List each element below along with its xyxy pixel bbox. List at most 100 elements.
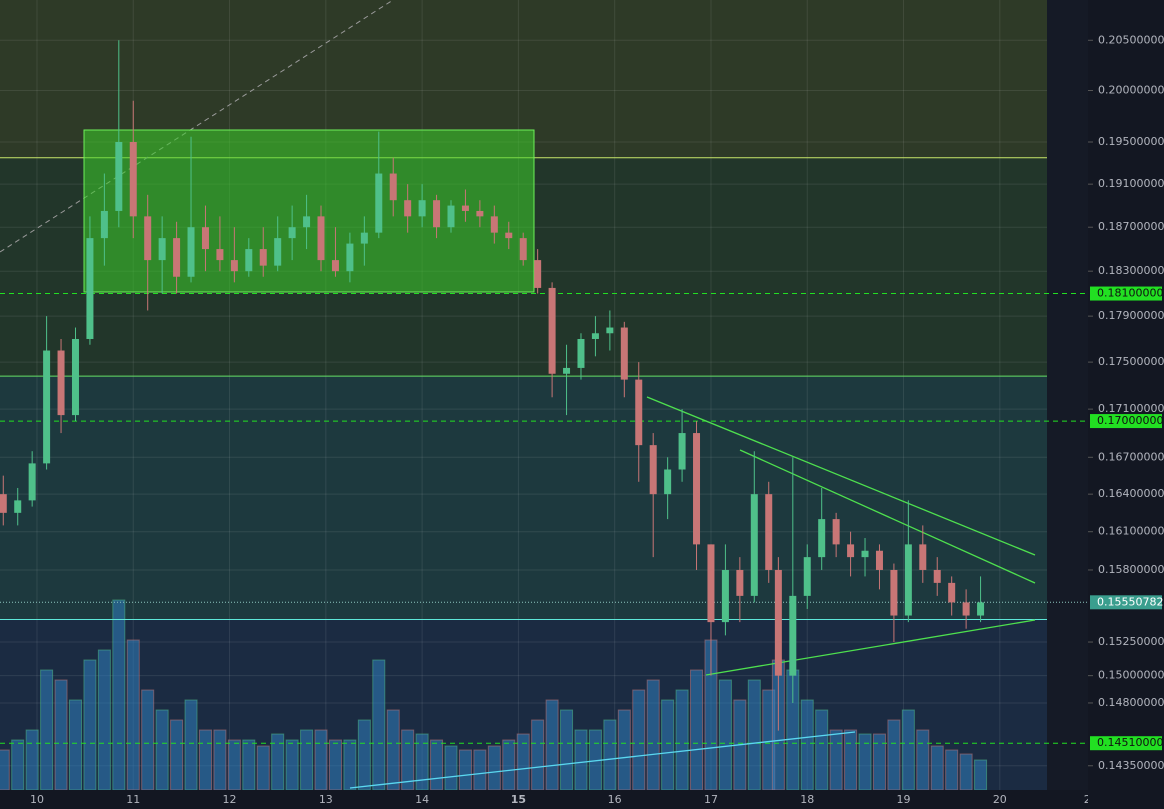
future-area [1047, 0, 1088, 790]
candle-body [447, 205, 455, 228]
volume-bar [83, 659, 97, 790]
y-tick-label: 0.20500000 [1098, 33, 1164, 46]
volume-bar [800, 699, 814, 790]
candle-body [0, 494, 7, 513]
candle-body [875, 550, 883, 570]
candle-body [962, 602, 970, 616]
last-price-bg [1090, 595, 1162, 610]
candle-body [317, 216, 325, 261]
candle-body [230, 260, 238, 272]
candle-body [144, 216, 152, 261]
y-tick-label: 0.16100000 [1098, 525, 1164, 538]
candle-body [187, 227, 195, 277]
volume-bar [959, 753, 973, 790]
volume-bar [901, 709, 915, 790]
volume-bar [829, 729, 843, 790]
candle-body [789, 595, 797, 676]
candle-body [977, 602, 985, 616]
candle-body [803, 557, 811, 596]
candle-body [28, 463, 36, 501]
volume-bar [285, 739, 299, 790]
volume-bar [747, 679, 761, 790]
candle-body [43, 350, 51, 464]
volume-bar [473, 749, 487, 790]
candle-body [750, 494, 758, 596]
volume-bar [872, 733, 886, 790]
x-tick-label: 17 [704, 793, 718, 806]
volume-bar [815, 709, 829, 790]
volume-bar [357, 719, 371, 790]
candle-body [919, 544, 927, 570]
y-tick-label: 0.19500000 [1098, 135, 1164, 148]
x-tick-label: 15 [511, 793, 526, 806]
candle-body [678, 433, 686, 470]
price-label: 0.18100000 [1097, 287, 1163, 300]
volume-bar [256, 745, 270, 790]
volume-bar [155, 709, 169, 790]
candle-body [890, 569, 898, 616]
candle-body [86, 238, 94, 339]
x-tick-label: 16 [608, 793, 622, 806]
x-tick-label: 14 [415, 793, 429, 806]
candle-body [664, 469, 672, 495]
volume-bar [930, 745, 944, 790]
volume-bar [126, 639, 140, 790]
volume-bar [574, 729, 588, 790]
x-tick-label: 13 [319, 793, 333, 806]
candle-body [331, 260, 339, 272]
volume-bar [271, 733, 285, 790]
time-axis [0, 790, 1088, 809]
candle-body [693, 433, 701, 545]
candle-body [57, 350, 65, 416]
candle-body [736, 569, 744, 596]
candle-body [216, 249, 224, 261]
volume-bar [170, 719, 184, 790]
volume-bar [54, 679, 68, 790]
volume-bar [213, 729, 227, 790]
volume-bar [0, 749, 10, 790]
volume-bar [227, 739, 241, 790]
candle-body [948, 582, 956, 603]
candle-body [245, 249, 253, 272]
trend-line [705, 619, 1036, 676]
x-tick-label: 12 [223, 793, 237, 806]
volume-bar [430, 739, 444, 790]
candle-body [418, 200, 426, 217]
volume-bar [458, 749, 472, 790]
candle-body [774, 569, 782, 676]
candle-body [563, 367, 571, 374]
volume-bar [858, 733, 872, 790]
candle-body [129, 142, 137, 217]
candle-body [274, 238, 282, 266]
volume-bar [242, 739, 256, 790]
volume-bar [372, 659, 386, 790]
volume-bar [11, 739, 25, 790]
price-label-bg [1090, 286, 1162, 301]
trend-line [349, 731, 856, 789]
price-label: 0.14510000 [1097, 736, 1163, 749]
volume-bar [690, 669, 704, 790]
volume-bar [343, 739, 357, 790]
volume-bar [502, 739, 516, 790]
volume-bar [415, 733, 429, 790]
volume-bar [617, 709, 631, 790]
volume-bar [974, 759, 988, 790]
candle-body [115, 142, 123, 211]
volume-bar [531, 719, 545, 790]
y-tick-label: 0.20000000 [1098, 84, 1164, 97]
candle-body [765, 494, 773, 570]
candle-body [288, 227, 296, 239]
volume-bar [646, 679, 660, 790]
x-tick-label: 21:0 [1084, 793, 1109, 806]
volume-bar [516, 733, 530, 790]
trend-line [739, 449, 1036, 584]
zone-band [0, 376, 1088, 620]
x-tick-label: 10 [30, 793, 44, 806]
candle-body [173, 238, 181, 277]
volume-bar [675, 689, 689, 790]
candle-body [519, 238, 527, 261]
candle-body [591, 333, 599, 339]
volume-bar [560, 709, 574, 790]
y-tick-label: 0.16400000 [1098, 487, 1164, 500]
candle-body [832, 519, 840, 545]
